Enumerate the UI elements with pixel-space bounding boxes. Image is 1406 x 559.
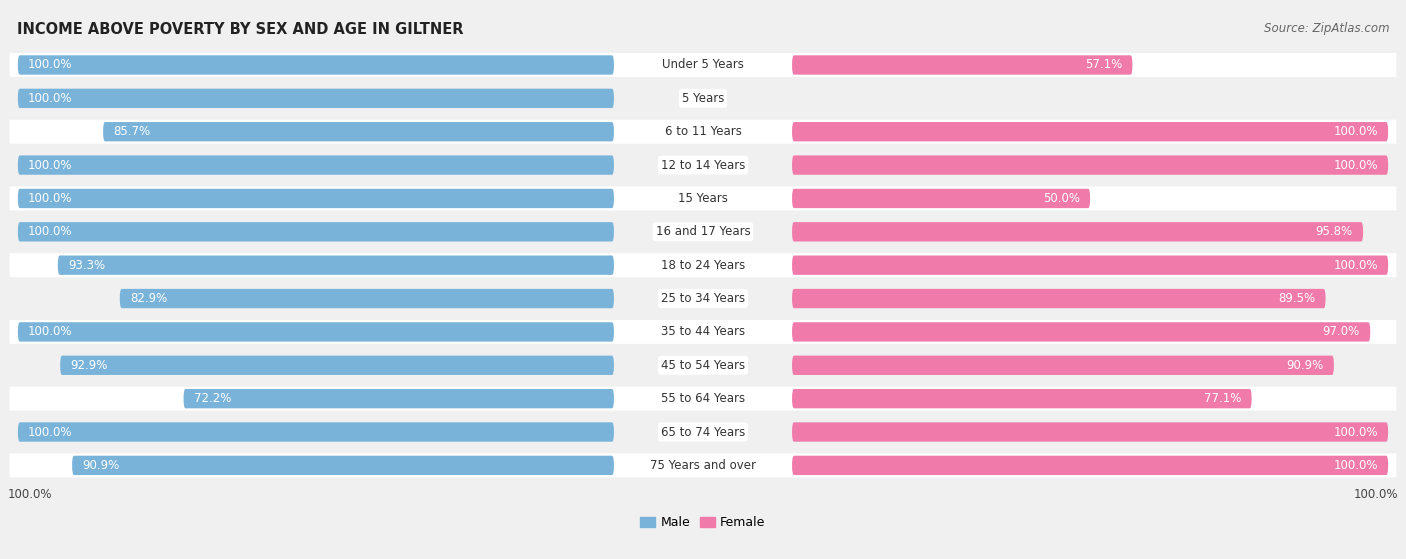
Text: 100.0%: 100.0% <box>1333 159 1378 172</box>
FancyBboxPatch shape <box>10 220 1396 244</box>
Text: Under 5 Years: Under 5 Years <box>662 59 744 72</box>
Text: 6 to 11 Years: 6 to 11 Years <box>665 125 741 138</box>
Text: 50.0%: 50.0% <box>1043 192 1080 205</box>
Text: 100.0%: 100.0% <box>1333 125 1378 138</box>
FancyBboxPatch shape <box>58 255 614 275</box>
Text: 97.0%: 97.0% <box>1323 325 1360 338</box>
FancyBboxPatch shape <box>792 189 1090 208</box>
Legend: Male, Female: Male, Female <box>636 511 770 534</box>
FancyBboxPatch shape <box>792 222 1362 241</box>
Text: 100.0%: 100.0% <box>1333 459 1378 472</box>
FancyBboxPatch shape <box>10 86 1396 110</box>
FancyBboxPatch shape <box>18 423 614 442</box>
Text: Source: ZipAtlas.com: Source: ZipAtlas.com <box>1264 22 1389 35</box>
FancyBboxPatch shape <box>10 153 1396 177</box>
FancyBboxPatch shape <box>792 456 1388 475</box>
Text: 100.0%: 100.0% <box>28 192 73 205</box>
Text: 25 to 34 Years: 25 to 34 Years <box>661 292 745 305</box>
Text: 100.0%: 100.0% <box>1354 488 1399 501</box>
FancyBboxPatch shape <box>60 356 614 375</box>
Text: 77.1%: 77.1% <box>1204 392 1241 405</box>
FancyBboxPatch shape <box>103 122 614 141</box>
FancyBboxPatch shape <box>10 387 1396 411</box>
Text: 100.0%: 100.0% <box>28 425 73 438</box>
Text: 75 Years and over: 75 Years and over <box>650 459 756 472</box>
Text: 92.9%: 92.9% <box>70 359 108 372</box>
FancyBboxPatch shape <box>10 353 1396 377</box>
FancyBboxPatch shape <box>792 122 1388 141</box>
Text: 100.0%: 100.0% <box>28 59 73 72</box>
Text: 85.7%: 85.7% <box>114 125 150 138</box>
Text: 100.0%: 100.0% <box>28 325 73 338</box>
Text: 35 to 44 Years: 35 to 44 Years <box>661 325 745 338</box>
Text: 55 to 64 Years: 55 to 64 Years <box>661 392 745 405</box>
FancyBboxPatch shape <box>18 55 614 75</box>
FancyBboxPatch shape <box>18 222 614 241</box>
FancyBboxPatch shape <box>10 320 1396 344</box>
Text: 15 Years: 15 Years <box>678 192 728 205</box>
Text: 93.3%: 93.3% <box>67 259 105 272</box>
FancyBboxPatch shape <box>792 356 1334 375</box>
Text: 16 and 17 Years: 16 and 17 Years <box>655 225 751 238</box>
Text: INCOME ABOVE POVERTY BY SEX AND AGE IN GILTNER: INCOME ABOVE POVERTY BY SEX AND AGE IN G… <box>17 22 464 37</box>
Text: 89.5%: 89.5% <box>1278 292 1315 305</box>
Text: 82.9%: 82.9% <box>131 292 167 305</box>
FancyBboxPatch shape <box>10 453 1396 477</box>
Text: 65 to 74 Years: 65 to 74 Years <box>661 425 745 438</box>
Text: 18 to 24 Years: 18 to 24 Years <box>661 259 745 272</box>
FancyBboxPatch shape <box>792 255 1388 275</box>
Text: 100.0%: 100.0% <box>1333 425 1378 438</box>
FancyBboxPatch shape <box>792 155 1388 175</box>
Text: 100.0%: 100.0% <box>28 92 73 105</box>
FancyBboxPatch shape <box>10 120 1396 144</box>
Text: 57.1%: 57.1% <box>1085 59 1122 72</box>
Text: 72.2%: 72.2% <box>194 392 231 405</box>
FancyBboxPatch shape <box>184 389 614 408</box>
FancyBboxPatch shape <box>10 253 1396 277</box>
FancyBboxPatch shape <box>792 389 1251 408</box>
FancyBboxPatch shape <box>18 322 614 342</box>
Text: 90.9%: 90.9% <box>1286 359 1323 372</box>
FancyBboxPatch shape <box>18 155 614 175</box>
FancyBboxPatch shape <box>792 423 1388 442</box>
Text: 100.0%: 100.0% <box>1333 259 1378 272</box>
Text: 45 to 54 Years: 45 to 54 Years <box>661 359 745 372</box>
Text: 95.8%: 95.8% <box>1316 225 1353 238</box>
FancyBboxPatch shape <box>72 456 614 475</box>
Text: 100.0%: 100.0% <box>28 225 73 238</box>
FancyBboxPatch shape <box>10 187 1396 210</box>
FancyBboxPatch shape <box>18 89 614 108</box>
FancyBboxPatch shape <box>792 289 1326 308</box>
Text: 5 Years: 5 Years <box>682 92 724 105</box>
FancyBboxPatch shape <box>792 55 1132 75</box>
Text: 12 to 14 Years: 12 to 14 Years <box>661 159 745 172</box>
FancyBboxPatch shape <box>10 287 1396 311</box>
Text: 90.9%: 90.9% <box>83 459 120 472</box>
Text: 100.0%: 100.0% <box>28 159 73 172</box>
Text: 100.0%: 100.0% <box>7 488 52 501</box>
FancyBboxPatch shape <box>792 322 1371 342</box>
FancyBboxPatch shape <box>18 189 614 208</box>
FancyBboxPatch shape <box>10 53 1396 77</box>
FancyBboxPatch shape <box>10 420 1396 444</box>
FancyBboxPatch shape <box>120 289 614 308</box>
